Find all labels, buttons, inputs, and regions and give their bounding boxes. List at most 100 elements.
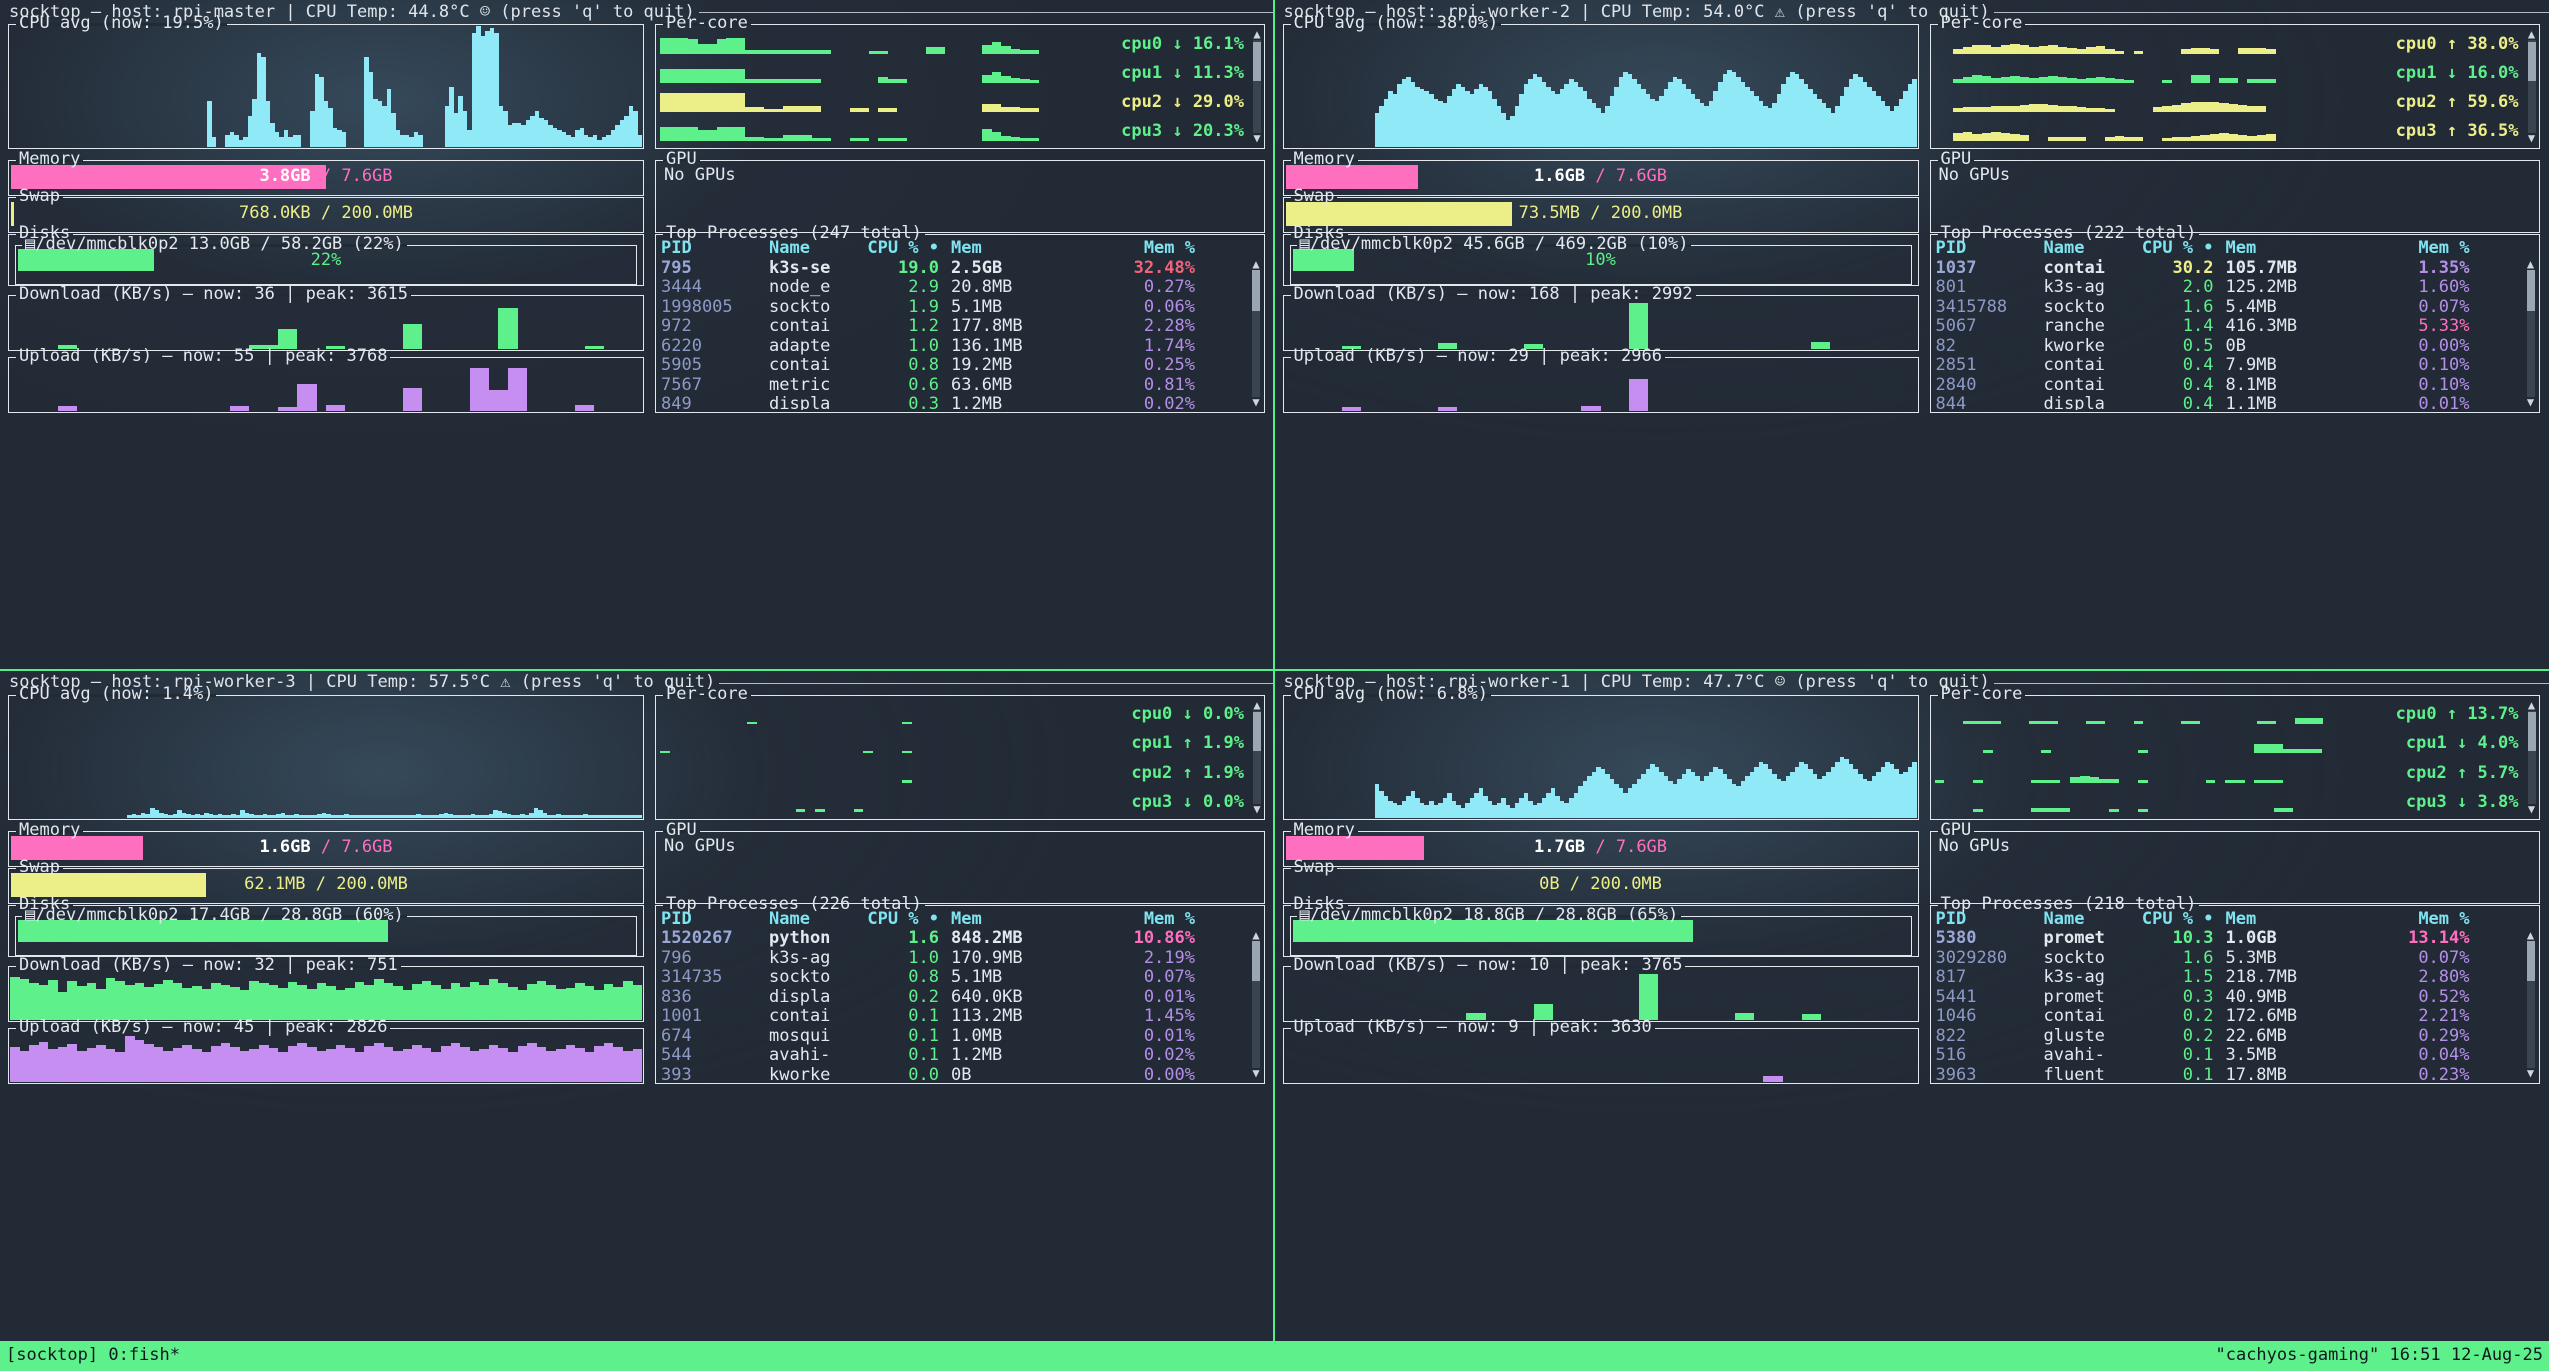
scrollbar[interactable]: ▲ ▼: [2527, 27, 2537, 145]
title-rule: [719, 682, 1273, 684]
scrollbar-track[interactable]: [1253, 710, 1261, 804]
scroll-up-arrow[interactable]: ▲: [1253, 27, 1261, 41]
table-row[interactable]: 1998005 sockto 1.9 5.1MB 0.06%: [661, 297, 1246, 318]
cell-mem-pct: 0.04%: [2418, 1045, 2470, 1065]
table-row[interactable]: 3963 fluent 0.1 17.8MB 0.23%: [1936, 1065, 2521, 1081]
scrollbar[interactable]: ▲ ▼: [1250, 927, 1262, 1080]
scrollbar-thumb[interactable]: [2527, 712, 2536, 752]
core-row-cpu3: cpu3 ↑ 36.5%: [1935, 119, 2519, 142]
table-row[interactable]: 1046 contai 0.2 172.6MB 2.21%: [1936, 1006, 2521, 1027]
core-row-cpu0: cpu0 ↓ 0.0%: [660, 702, 1244, 725]
scroll-up-arrow[interactable]: ▲: [1252, 927, 1260, 942]
table-row[interactable]: 972 contai 1.2 177.8MB 2.28%: [661, 316, 1246, 337]
table-row[interactable]: 6220 adapte 1.0 136.1MB 1.74%: [661, 336, 1246, 357]
process-rows: PID Name CPU % • Mem Mem % 1520267 python 1.6 84…: [661, 910, 1246, 1081]
download-box: Download (KB/s) — now: 36 | peak: 3615: [8, 285, 644, 351]
scroll-up-arrow[interactable]: ▲: [2527, 697, 2536, 712]
scroll-down-arrow[interactable]: ▼: [1252, 1065, 1260, 1080]
table-row[interactable]: 2840 contai 0.4 8.1MB 0.10%: [1936, 375, 2521, 396]
scrollbar-thumb[interactable]: [1253, 712, 1261, 752]
scrollbar[interactable]: ▲ ▼: [1252, 697, 1262, 816]
table-row[interactable]: 82 kworke 0.5 0B 0.00%: [1936, 336, 2521, 357]
table-row[interactable]: 3444 node_e 2.9 20.8MB 0.27%: [661, 277, 1246, 298]
scrollbar-track[interactable]: [2526, 270, 2535, 397]
scroll-down-arrow[interactable]: ▼: [1253, 801, 1261, 816]
scrollbar-track[interactable]: [2527, 710, 2536, 804]
process-scroll[interactable]: ▲ ▼: [2521, 910, 2537, 1081]
per-core-scroll[interactable]: ▲ ▼: [1248, 27, 1262, 145]
scrollbar-track[interactable]: [1253, 40, 1261, 133]
table-row[interactable]: 393 kworke 0.0 0B 0.00%: [661, 1065, 1246, 1081]
table-row[interactable]: 796 k3s-ag 1.0 170.9MB 2.19%: [661, 947, 1246, 969]
scroll-down-arrow[interactable]: ▼: [1252, 395, 1260, 409]
scroll-up-arrow[interactable]: ▲: [2527, 27, 2536, 41]
scrollbar-track[interactable]: [2526, 940, 2535, 1068]
scroll-down-arrow[interactable]: ▼: [2527, 131, 2536, 145]
col-header-2: CPU % •: [2141, 909, 2214, 929]
table-row[interactable]: 817 k3s-ag 1.5 218.7MB 2.80%: [1936, 967, 2521, 988]
scroll-down-arrow[interactable]: ▼: [1253, 131, 1261, 145]
scrollbar-thumb[interactable]: [2527, 41, 2536, 81]
scroll-down-arrow[interactable]: ▼: [2526, 395, 2535, 409]
per-core-scroll[interactable]: ▲ ▼: [2523, 697, 2537, 816]
table-row[interactable]: 314735 sockto 0.8 5.1MB 0.07%: [661, 967, 1246, 988]
scrollbar-thumb[interactable]: [1252, 270, 1260, 311]
table-row[interactable]: 1001 contai 0.1 113.2MB 1.45%: [661, 1006, 1246, 1027]
cell-mem-pct: 0.25%: [1143, 355, 1195, 375]
table-row[interactable]: 801 k3s-ag 2.0 125.2MB 1.60%: [1935, 277, 2521, 298]
table-row[interactable]: 822 gluste 0.2 22.6MB 0.29%: [1936, 1026, 2521, 1047]
table-row[interactable]: 3415788 sockto 1.6 5.4MB 0.07%: [1936, 296, 2521, 318]
scrollbar[interactable]: ▲ ▼: [1252, 27, 1262, 145]
table-row[interactable]: 544 avahi- 0.1 1.2MB 0.02%: [661, 1045, 1246, 1066]
table-row[interactable]: 5905 contai 0.8 19.2MB 0.25%: [661, 355, 1246, 376]
table-row[interactable]: 1520267 python 1.6 848.2MB 10.86%: [661, 928, 1246, 949]
cell-pid: 801: [1935, 277, 1967, 297]
table-row[interactable]: 516 avahi- 0.1 3.5MB 0.04%: [1936, 1045, 2521, 1066]
per-core-scroll[interactable]: ▲ ▼: [2523, 27, 2537, 145]
scrollbar-thumb[interactable]: [2526, 270, 2535, 311]
table-header-row: PID Name CPU % • Mem Mem %: [1936, 239, 2521, 259]
table-row[interactable]: 7567 metric 0.6 63.6MB 0.81%: [661, 375, 1246, 396]
scrollbar[interactable]: ▲ ▼: [1250, 257, 1262, 409]
table-row[interactable]: 849 displa 0.3 1.2MB 0.02%: [661, 394, 1246, 410]
cell-mem: 170.9MB: [951, 947, 1023, 968]
per-core-scroll[interactable]: ▲ ▼: [1248, 697, 1262, 816]
scroll-up-arrow[interactable]: ▲: [2526, 927, 2535, 942]
cell-name: contai: [769, 355, 831, 375]
cell-pid: 3029280: [1935, 947, 2008, 968]
download-box-label: Download (KB/s) — now: 10 | peak: 3765: [1290, 955, 1686, 975]
table-row[interactable]: 1037 contai 30.2 105.7MB 1.35%: [1936, 258, 2521, 279]
table-row[interactable]: 5380 promet 10.3 1.0GB 13.14%: [1936, 928, 2521, 949]
process-scroll[interactable]: ▲ ▼: [2521, 239, 2537, 410]
scrollbar[interactable]: ▲ ▼: [2527, 697, 2537, 816]
scrollbar-thumb[interactable]: [2526, 940, 2535, 982]
scroll-down-arrow[interactable]: ▼: [2527, 801, 2536, 816]
process-scroll[interactable]: ▲ ▼: [1246, 910, 1262, 1081]
upload-box-label: Upload (KB/s) — now: 9 | peak: 3630: [1290, 1017, 1655, 1037]
table-row[interactable]: 5441 promet 0.3 40.9MB 0.52%: [1936, 987, 2521, 1008]
core-label-cpu1: cpu1 ↓ 4.0%: [2400, 734, 2519, 753]
cell-mem-pct: 0.07%: [2418, 296, 2470, 317]
scrollbar[interactable]: ▲ ▼: [2525, 257, 2537, 409]
table-row[interactable]: 3029280 sockto 1.6 5.3MB 0.07%: [1935, 947, 2521, 969]
scrollbar-thumb[interactable]: [1253, 41, 1261, 81]
scrollbar-thumb[interactable]: [1252, 940, 1260, 982]
table-row[interactable]: 674 mosqui 0.1 1.0MB 0.01%: [661, 1026, 1246, 1047]
table-row[interactable]: 5067 ranche 1.4 416.3MB 5.33%: [1936, 316, 2521, 337]
scroll-down-arrow[interactable]: ▼: [2526, 1065, 2535, 1080]
table-row[interactable]: 2851 contai 0.4 7.9MB 0.10%: [1936, 355, 2521, 376]
scroll-up-arrow[interactable]: ▲: [1252, 257, 1260, 271]
scrollbar-track[interactable]: [1252, 270, 1260, 397]
disk-usage-text: 22%: [310, 250, 342, 270]
scroll-up-arrow[interactable]: ▲: [1253, 697, 1261, 712]
scrollbar[interactable]: ▲ ▼: [2525, 927, 2537, 1080]
table-row[interactable]: 836 displa 0.2 640.0KB 0.01%: [661, 987, 1246, 1008]
process-scroll[interactable]: ▲ ▼: [1246, 239, 1262, 410]
table-row[interactable]: 795 k3s-se 19.0 2.5GB 32.48%: [661, 258, 1246, 279]
per-core-box-label: Per-core: [1937, 684, 2026, 704]
scrollbar-track[interactable]: [2527, 40, 2536, 133]
table-row[interactable]: 844 displa 0.4 1.1MB 0.01%: [1936, 394, 2521, 410]
scrollbar-track[interactable]: [1252, 940, 1260, 1068]
cpu-avg-chart-area: [10, 697, 642, 818]
scroll-up-arrow[interactable]: ▲: [2526, 257, 2535, 271]
